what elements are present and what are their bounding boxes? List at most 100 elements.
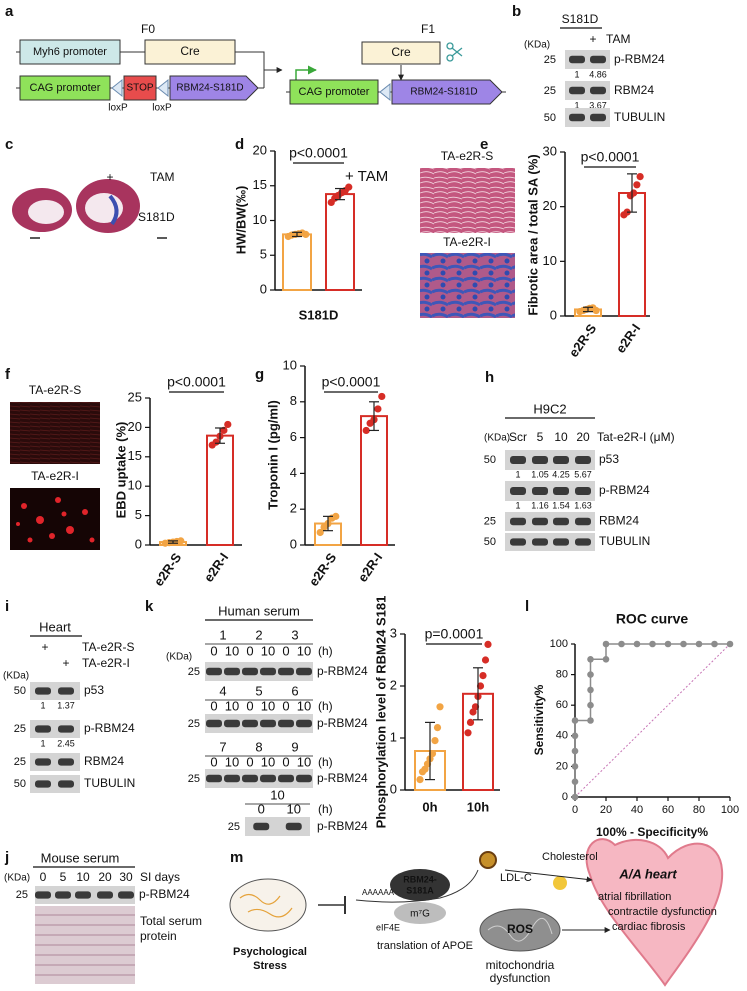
label: STOP — [126, 83, 153, 94]
blot-band — [75, 891, 91, 899]
label: 25 — [188, 666, 200, 678]
label: 5 — [255, 683, 262, 698]
blot-band — [553, 517, 569, 526]
blot — [205, 662, 313, 681]
label: loxP — [108, 103, 128, 114]
label: p-RBM24 — [139, 887, 190, 901]
label: 25 — [544, 85, 556, 97]
roc-point — [571, 732, 579, 740]
chart-title: ROC curve — [616, 611, 689, 627]
x-tick-label: 100 — [721, 804, 739, 816]
roc-point — [587, 671, 594, 678]
label: RBM24 — [84, 754, 124, 768]
blot-band — [278, 667, 294, 676]
label: 0 — [282, 643, 289, 658]
label: TAM — [606, 32, 630, 46]
blot-band — [55, 891, 71, 899]
label: (KDa) — [4, 873, 30, 884]
p-value: p<0.0001 — [167, 374, 226, 390]
label: TA-e2R-I — [443, 235, 491, 249]
label: 30 — [119, 870, 133, 884]
label: 4.86 — [589, 69, 607, 79]
label: p-RBM24 — [317, 771, 368, 785]
label: 1 — [219, 627, 226, 642]
label: 20 — [98, 870, 112, 884]
label: Human serum — [218, 603, 300, 618]
roc-point — [571, 778, 579, 785]
y-tick-label: 30 — [543, 143, 557, 158]
label: 10 — [297, 643, 311, 658]
y-tick-label: 8 — [290, 393, 297, 408]
data-point — [428, 750, 437, 758]
label: contractile dysfunction — [608, 906, 717, 918]
y-tick-label: 3 — [390, 625, 397, 640]
panel-label: d — [235, 136, 244, 153]
data-point — [374, 405, 382, 413]
label: 2.45 — [57, 738, 75, 748]
blot — [505, 533, 595, 551]
label: 3 — [291, 627, 298, 642]
y-tick-label: 0 — [390, 781, 397, 796]
label: eIF4E — [376, 922, 400, 932]
label: TA-e2R-S — [29, 383, 81, 397]
data-point — [479, 672, 487, 680]
blot — [205, 769, 313, 788]
roc-point — [649, 640, 656, 648]
panel-label: h — [485, 369, 494, 386]
y-tick-label: 0 — [260, 281, 267, 296]
label: RBM24-S181D — [176, 83, 243, 94]
blot-band — [510, 517, 526, 526]
panel-label: k — [145, 598, 154, 615]
blot-band — [575, 456, 591, 464]
label: 0 — [282, 698, 289, 713]
y-tick-label: 5 — [135, 507, 142, 522]
label: AAAAAA — [362, 888, 395, 897]
label: Cholesterol — [542, 851, 598, 863]
label: (KDa) — [524, 40, 550, 51]
blot-band — [35, 758, 51, 766]
y-tick-label: 0 — [290, 536, 297, 551]
x-tick-label: e2R-S — [306, 550, 340, 589]
blot-band — [569, 55, 585, 64]
label: 25 — [188, 773, 200, 785]
label: CAG promoter — [30, 82, 101, 94]
label: 8 — [255, 739, 262, 754]
blot-band — [118, 891, 134, 899]
data-point — [332, 512, 340, 520]
label: 1 — [40, 738, 45, 748]
blot-band — [224, 774, 240, 783]
label: Cre — [391, 45, 411, 59]
label: S181A — [406, 885, 434, 895]
blot-band — [553, 538, 569, 546]
roc-point — [680, 640, 687, 648]
label: (KDa) — [484, 433, 510, 444]
panel-label: b — [512, 3, 521, 20]
label: 1 — [574, 69, 579, 79]
y-tick-label: 10 — [283, 357, 297, 372]
label: RBM24 — [614, 83, 654, 97]
label: + — [41, 640, 48, 654]
label: 1.63 — [574, 500, 592, 510]
label: 4 — [219, 683, 226, 698]
label: 10 — [287, 801, 301, 816]
label: Myh6 promoter — [33, 46, 107, 58]
blot-band — [296, 774, 312, 783]
label: 10 — [270, 787, 284, 802]
label: protein — [140, 929, 177, 943]
label: 0 — [210, 698, 217, 713]
label: Scr — [509, 430, 527, 444]
blot-band — [590, 55, 606, 64]
label: 10 — [76, 870, 90, 884]
blot-band — [35, 780, 51, 788]
x-tick-label: e2R-I — [201, 550, 232, 585]
label: 2 — [255, 627, 262, 642]
y-tick-label: 100 — [550, 638, 568, 650]
x-tick-label: 60 — [662, 804, 674, 816]
label: TUBULIN — [599, 534, 650, 548]
label: 4.25 — [552, 469, 570, 479]
data-point — [212, 438, 220, 446]
label: F0 — [141, 22, 155, 36]
label: p-RBM24 — [317, 664, 368, 678]
roc-point — [633, 640, 641, 648]
roc-point — [711, 640, 718, 648]
